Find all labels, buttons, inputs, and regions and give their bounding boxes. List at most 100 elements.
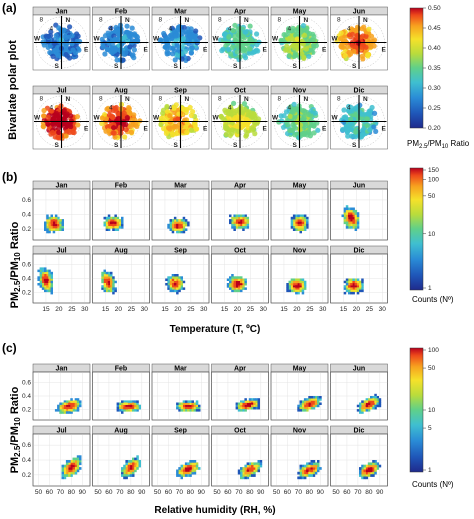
gridC-oct-cell <box>251 469 254 473</box>
x-tick-label: 20 <box>353 306 361 313</box>
polar-jul-cell <box>68 124 74 130</box>
gridB-sep-cell <box>169 287 172 290</box>
gridC-dic-cell <box>365 471 369 475</box>
gridB-apr-cell <box>235 226 239 229</box>
gridB-sep-cell <box>180 287 183 290</box>
polar-feb-cell <box>131 55 137 61</box>
gridB-jan-cell <box>50 228 53 231</box>
polar-jan-cell <box>53 32 59 39</box>
gridC-jul-cell <box>72 467 75 470</box>
gridC-apr-cell <box>242 409 245 412</box>
gridC-oct-cell <box>248 469 252 473</box>
gridB-may-cell <box>301 219 305 222</box>
gridB-feb-cell <box>107 221 111 225</box>
gridB-jul-cell <box>44 287 47 290</box>
polar-oct-cell <box>231 100 237 106</box>
gridB-jan-border <box>32 188 91 241</box>
gridB-jul-cell <box>41 274 45 277</box>
gridC-oct-cell <box>255 462 258 466</box>
polar-jan-title: Jan <box>55 9 67 16</box>
gridB-mar-cell <box>180 228 183 231</box>
gridB-jun-cell <box>345 226 349 229</box>
gridC-aug-cell <box>129 471 133 475</box>
gridC-feb-cell <box>134 400 137 403</box>
gridC-mar-cell <box>184 404 188 408</box>
gridC-dic-cell <box>374 467 377 470</box>
gridB-nov-cell <box>288 287 291 290</box>
gridC-feb-cell <box>134 402 137 405</box>
gridC-jul-cell <box>61 464 64 468</box>
polar-jun-cell <box>352 27 358 34</box>
gridB-sep-cell <box>182 280 186 284</box>
polar-jul-cell <box>56 116 62 122</box>
gridB-jan-cell <box>48 230 51 234</box>
gridC-may-border <box>270 371 329 421</box>
gridB-jun-cell <box>345 223 349 227</box>
gridC-jan-cell <box>61 406 64 410</box>
polar-nov-cell <box>311 123 317 129</box>
gridC-mar-cell <box>195 406 199 410</box>
gridC-jan-cell <box>61 404 64 408</box>
gridB-apr-cell <box>242 214 245 218</box>
gridC-aug-cell <box>125 460 128 463</box>
polar-nov-cell <box>287 113 293 119</box>
gridC-oct-cell <box>242 476 245 480</box>
gridB-aug-cell <box>103 276 106 279</box>
polar-apr-cell <box>254 31 260 37</box>
gridB-may-cell <box>303 216 307 220</box>
gridC-mar-cell <box>189 402 192 405</box>
gridC-oct-cell <box>246 467 250 470</box>
polar-mar-cell <box>180 29 186 35</box>
gridC-aug-cell <box>136 467 139 470</box>
gridC-may-cell <box>308 396 311 399</box>
gridC-jun-cell <box>376 396 379 399</box>
gridC-jun-cell <box>363 404 366 408</box>
gridC-oct-cell <box>251 471 254 475</box>
gridC-jun-cell <box>372 396 375 399</box>
gridB-may-title: May <box>293 183 307 190</box>
gridC-oct-cell <box>248 464 252 468</box>
gridC-nov-cell <box>308 467 311 470</box>
gridC-aug-cell <box>129 462 133 466</box>
gridC-apr-cell <box>257 398 260 401</box>
gridB-oct-cell <box>229 276 232 279</box>
gridC-apr-cell <box>240 400 243 403</box>
gridC-jul-cell <box>68 460 71 463</box>
gridB-oct-cell <box>244 280 247 284</box>
gridB-sep-cell <box>171 289 175 293</box>
gridC-nov-cell <box>308 469 311 473</box>
gridB-dic-cell <box>359 289 362 293</box>
gridC-jul-cell <box>72 460 75 463</box>
polar-sep-south-label: S <box>174 142 179 149</box>
gridC-nov-cell <box>303 469 307 473</box>
polar-jan-cell <box>50 53 56 60</box>
gridB-dic-cell <box>348 285 351 288</box>
polar-may-cell <box>283 32 289 38</box>
gridB-jan-cell <box>54 223 58 227</box>
gridC-jul-cell <box>61 467 64 470</box>
gridC-dic-cell <box>372 460 375 463</box>
gridC-jan-cell <box>65 406 69 410</box>
gridC-nov-cell <box>303 467 307 470</box>
gridB-may-cell <box>303 226 307 229</box>
polar-dic-cell <box>364 116 370 122</box>
gridC-jan-cell <box>70 411 73 414</box>
gridC-dic-cell <box>367 462 371 466</box>
gridC-feb-cell <box>127 409 131 412</box>
gridC-mar-cell <box>184 406 188 410</box>
gridC-apr-cell <box>246 404 250 408</box>
gridC-aug-cell <box>129 474 133 477</box>
gridB-jul-cell <box>41 276 45 279</box>
gridC-oct-cell <box>246 476 250 480</box>
colorbar-tick-label: 1 <box>428 285 432 292</box>
gridB-dic-cell <box>361 285 364 288</box>
gridB-aug-cell <box>105 271 109 275</box>
gridC-mar-cell <box>193 402 197 405</box>
polar-aug-south-label: S <box>114 142 119 149</box>
gridC-mar-cell <box>191 400 194 403</box>
polar-dic-cell <box>352 106 359 112</box>
gridC-jul-cell <box>65 464 69 468</box>
heatmap-jan: Jan <box>32 363 91 421</box>
gridB-aug-cell <box>105 274 109 277</box>
gridB-jan-cell <box>46 216 49 220</box>
